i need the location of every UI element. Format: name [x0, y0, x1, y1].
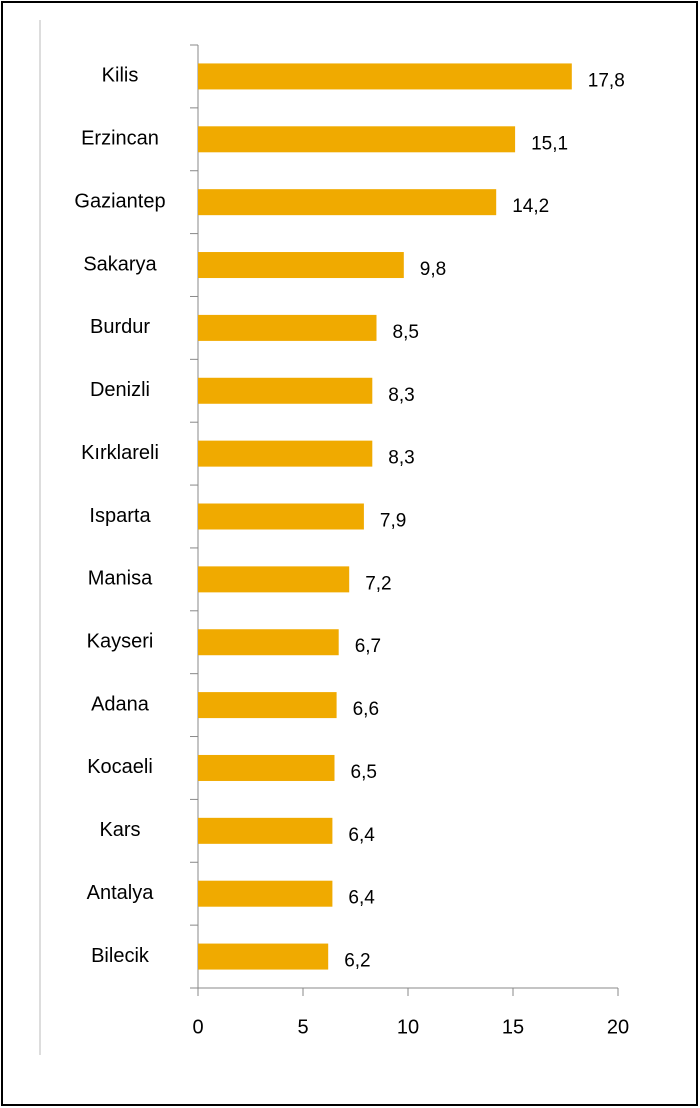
category-label: Denizli: [90, 379, 150, 401]
category-label: Adana: [91, 693, 150, 715]
bar: [198, 629, 339, 656]
category-label: Kilis: [102, 65, 139, 87]
x-tick-label: 10: [397, 1016, 419, 1038]
value-label: 8,5: [393, 322, 419, 343]
value-label: 17,8: [588, 70, 625, 91]
category-label: Erzincan: [81, 128, 159, 150]
bar: [198, 754, 335, 781]
value-label: 8,3: [388, 385, 414, 406]
bar: [198, 314, 377, 341]
category-label: Kayseri: [87, 631, 154, 653]
category-label: Kars: [99, 819, 140, 841]
bar: [198, 943, 329, 970]
value-label: 6,2: [344, 951, 370, 972]
bar: [198, 377, 373, 404]
value-label: 6,6: [353, 699, 379, 720]
x-tick-label: 5: [297, 1016, 308, 1038]
value-label: 14,2: [512, 196, 549, 217]
value-label: 6,4: [348, 825, 375, 846]
value-label: 6,7: [355, 636, 381, 657]
bar: [198, 880, 333, 907]
category-label: Antalya: [87, 882, 155, 904]
bar: [198, 566, 350, 593]
category-label: Manisa: [88, 568, 153, 590]
category-label: Kocaeli: [87, 756, 153, 778]
x-tick-label: 0: [192, 1016, 203, 1038]
value-label: 7,2: [365, 573, 391, 594]
value-label: 6,5: [351, 762, 377, 783]
value-label: 7,9: [380, 511, 406, 532]
value-label: 15,1: [531, 133, 568, 154]
category-label: Sakarya: [83, 253, 157, 275]
bar: [198, 503, 364, 530]
bar: [198, 692, 337, 719]
category-label: Isparta: [89, 505, 151, 527]
bar: [198, 252, 404, 279]
category-label: Kırklareli: [81, 442, 159, 464]
bar: [198, 63, 572, 90]
bar: [198, 440, 373, 467]
bar: [198, 817, 333, 844]
category-label: Gaziantep: [74, 190, 165, 212]
category-label: Bilecik: [91, 945, 150, 967]
category-label: Burdur: [90, 316, 150, 338]
x-tick-label: 20: [607, 1016, 629, 1038]
value-label: 9,8: [420, 259, 446, 280]
bar: [198, 126, 516, 153]
x-tick-label: 15: [502, 1016, 524, 1038]
value-label: 6,4: [348, 888, 375, 909]
bar: [198, 189, 497, 216]
value-label: 8,3: [388, 448, 414, 469]
